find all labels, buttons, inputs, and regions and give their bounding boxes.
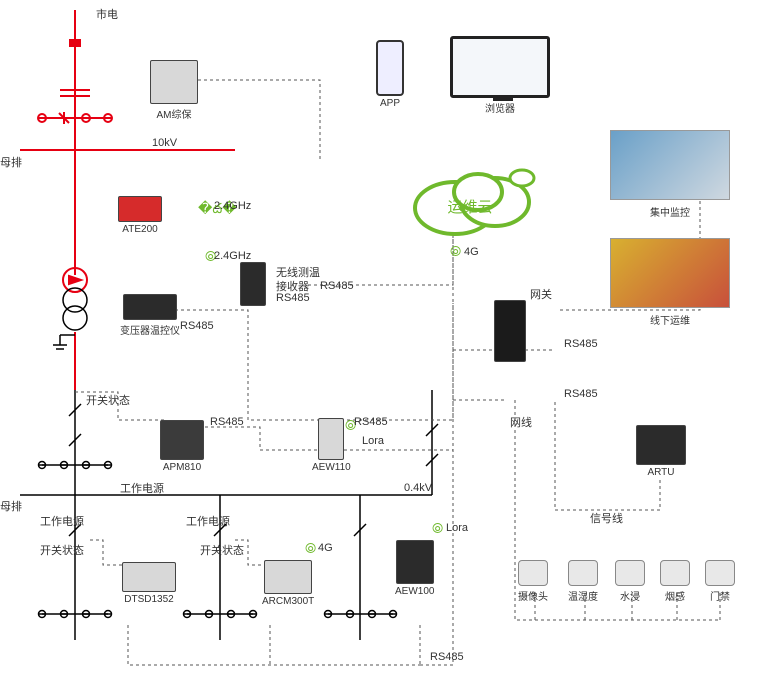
wtm-proto: RS485 xyxy=(276,292,310,304)
switch2-label: 开关状态 xyxy=(40,542,84,558)
sigline-label: 信号线 xyxy=(590,510,623,526)
g24b-label: 2.4GHz xyxy=(214,250,251,262)
apm810-label: APM810 xyxy=(163,462,201,473)
netline-label: 网线 xyxy=(510,414,532,430)
tempctrl-proto: RS485 xyxy=(180,320,214,332)
cloud: 运维云 xyxy=(400,158,540,251)
sensor-th: 温湿度 xyxy=(568,560,598,603)
rs485b-label: RS485 xyxy=(210,416,244,428)
switch1-label: 开关状态 xyxy=(86,392,130,408)
photo-ops: 线下运维 xyxy=(610,238,730,327)
gateway-device xyxy=(494,300,526,362)
wp1-label: 工作电源 xyxy=(120,480,164,496)
fg2-label: 4G xyxy=(318,542,333,554)
wtm-device xyxy=(240,262,266,306)
apm810-device: APM810 xyxy=(160,420,204,473)
lora2-label: Lora xyxy=(446,522,468,534)
am-device: AM综保 xyxy=(150,60,198,121)
sensor-door: 门禁 xyxy=(705,560,735,603)
mains-label: 市电 xyxy=(96,6,118,22)
sensor-water: 水浸 xyxy=(615,560,645,603)
gateway-label: 网关 xyxy=(530,286,552,302)
wp2-label: 工作电源 xyxy=(40,513,84,529)
arcm-label: ARCM300T xyxy=(262,596,314,607)
dtsd-label: DTSD1352 xyxy=(124,594,173,605)
v04kv-label: 0.4kV xyxy=(404,482,432,494)
cloud-label: 运维云 xyxy=(447,199,492,216)
sensor-smoke: 烟感 xyxy=(660,560,690,603)
bus1-label: 母排 xyxy=(0,154,22,170)
aew100-device: AEW100 xyxy=(395,540,434,597)
rs485d-label: RS485 xyxy=(564,338,598,350)
ate200-label: ATE200 xyxy=(122,224,157,235)
artu-label: ARTU xyxy=(647,467,674,478)
browser-device: 浏览器 xyxy=(450,36,550,115)
sensor-cam: 摄像头 xyxy=(518,560,548,603)
aew110-label: AEW110 xyxy=(312,462,351,473)
rs485e-label: RS485 xyxy=(564,388,598,400)
artu-device: ARTU xyxy=(636,425,686,478)
v10kv-label: 10kV xyxy=(152,137,177,149)
wifi-icon: ⦾ xyxy=(432,520,443,537)
fg-label: 4G xyxy=(464,246,479,258)
dtsd-device: DTSD1352 xyxy=(122,562,176,605)
aew100-label: AEW100 xyxy=(395,586,434,597)
lora1-label: Lora xyxy=(362,435,384,447)
arcm-device: ARCM300T xyxy=(262,560,314,607)
tempctrl-label: 变压器温控仪 xyxy=(120,322,180,337)
wifi-icon: ⦾ xyxy=(305,540,316,557)
app-device: APP xyxy=(376,40,404,109)
wp3-label: 工作电源 xyxy=(186,513,230,529)
rs485a-label: RS485 xyxy=(320,280,354,292)
am-label: AM综保 xyxy=(157,106,192,121)
switch3-label: 开关状态 xyxy=(200,542,244,558)
rs485f-label: RS485 xyxy=(430,651,464,663)
bus2-label: 母排 xyxy=(0,498,22,514)
ate200-device: ATE200 xyxy=(118,196,162,235)
photo-monitor: 集中监控 xyxy=(610,130,730,219)
browser-label: 浏览器 xyxy=(485,100,515,115)
wifi-icon: ⦾ xyxy=(450,243,461,260)
rs485c-label: RS485 xyxy=(354,416,388,428)
tempctrl-device: 变压器温控仪 xyxy=(120,294,180,337)
g24a-label: 2.4GHz xyxy=(214,200,251,212)
app-label: APP xyxy=(380,98,400,109)
